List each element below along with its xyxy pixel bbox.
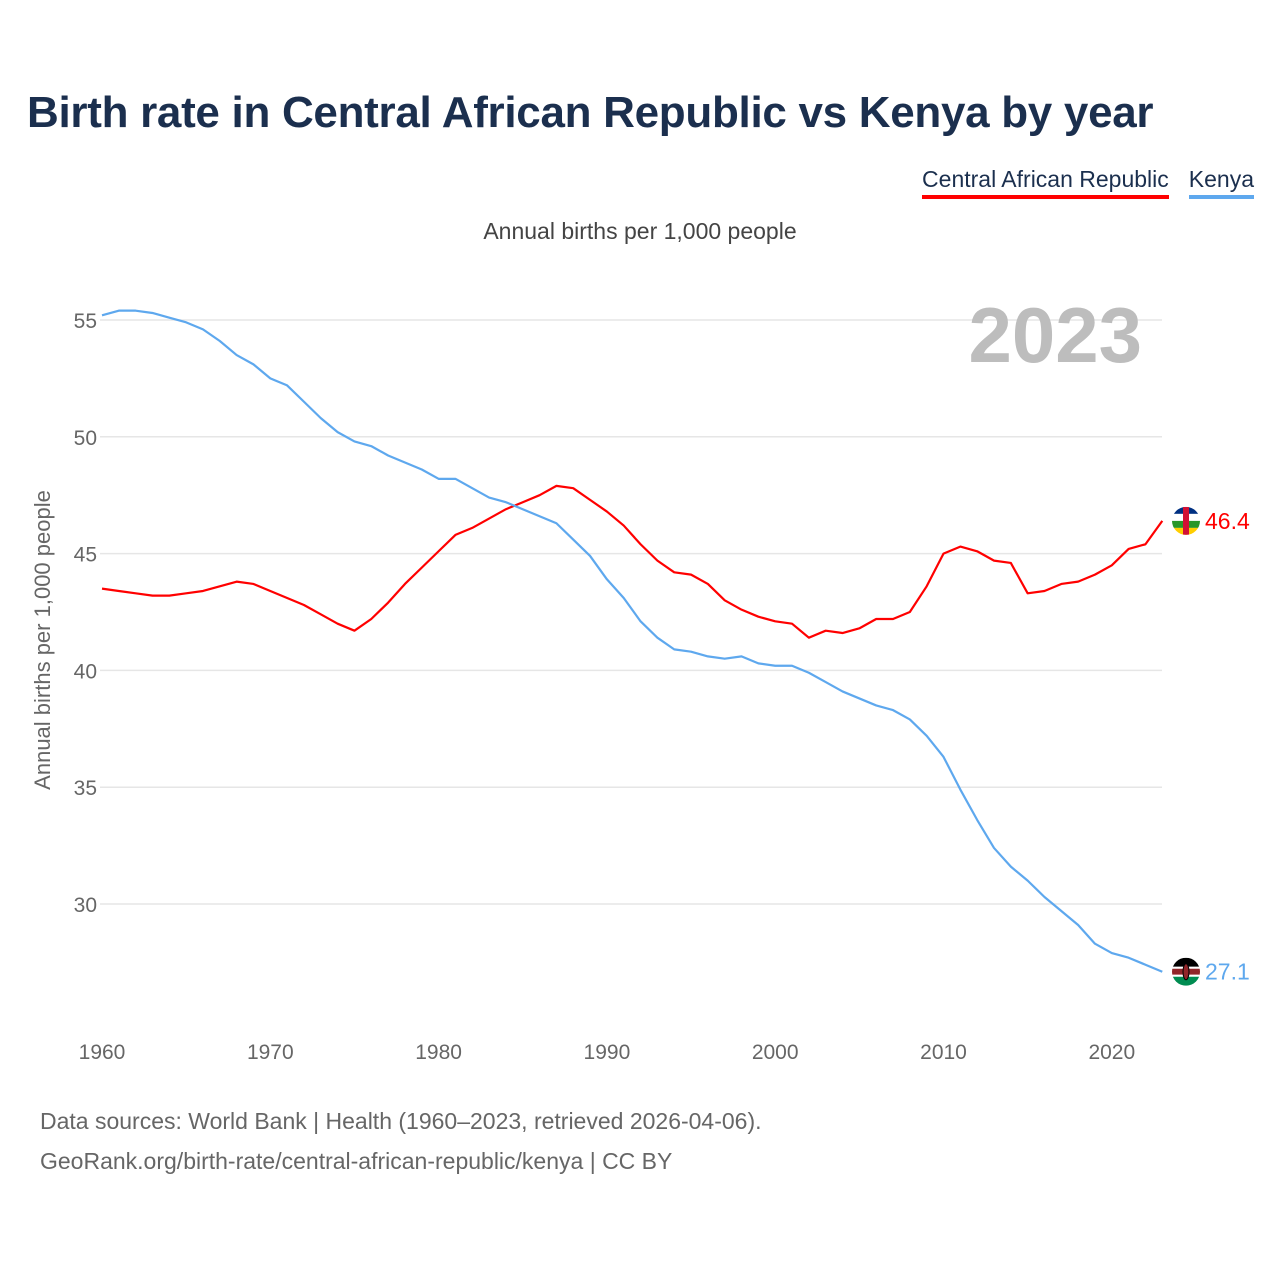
end-value-label: 46.4 bbox=[1205, 508, 1250, 534]
x-tick-label: 1980 bbox=[415, 1041, 462, 1064]
flag-stripe bbox=[1172, 957, 1200, 967]
y-axis-label: Annual births per 1,000 people bbox=[30, 490, 55, 790]
series-line-car bbox=[101, 484, 1164, 639]
y-tick-label: 45 bbox=[74, 544, 97, 567]
end-value-label: 27.1 bbox=[1205, 959, 1250, 985]
y-tick-label: 35 bbox=[74, 777, 97, 800]
series-line-kenya bbox=[101, 309, 1163, 973]
legend-item-kenya[interactable]: Kenya bbox=[1188, 166, 1254, 199]
flag-shield bbox=[1182, 963, 1190, 981]
flag-stripes bbox=[1172, 957, 1200, 986]
legend: Central African Republic Kenya bbox=[922, 166, 1254, 199]
year-watermark: 2023 bbox=[968, 291, 1142, 379]
flag-stripes bbox=[1172, 506, 1200, 535]
x-tick-label: 1960 bbox=[79, 1041, 126, 1064]
flag-stripe bbox=[1183, 506, 1189, 535]
x-tick-label: 2000 bbox=[752, 1041, 799, 1064]
x-tick-label: 2020 bbox=[1088, 1041, 1135, 1064]
x-tick-label: 1990 bbox=[584, 1041, 631, 1064]
x-tick-label: 1970 bbox=[247, 1041, 294, 1064]
footer-link[interactable]: GeoRank.org/birth-rate/central-african-r… bbox=[40, 1148, 673, 1174]
kenya-flag-icon bbox=[1172, 957, 1200, 986]
footer-sources: Data sources: World Bank | Health (1960–… bbox=[40, 1108, 762, 1134]
y-tick-label: 55 bbox=[74, 310, 97, 333]
car-flag-icon bbox=[1172, 506, 1200, 535]
chart-subtitle: Annual births per 1,000 people bbox=[483, 218, 797, 244]
x-tick-label: 2010 bbox=[920, 1041, 967, 1064]
y-tick-label: 30 bbox=[74, 894, 97, 917]
flag-stripe bbox=[1172, 976, 1200, 986]
chart-title: Birth rate in Central African Republic v… bbox=[27, 88, 1154, 137]
y-tick-label: 40 bbox=[74, 660, 97, 683]
y-tick-label: 50 bbox=[74, 427, 97, 450]
legend-item-car[interactable]: Central African Republic bbox=[922, 166, 1169, 199]
